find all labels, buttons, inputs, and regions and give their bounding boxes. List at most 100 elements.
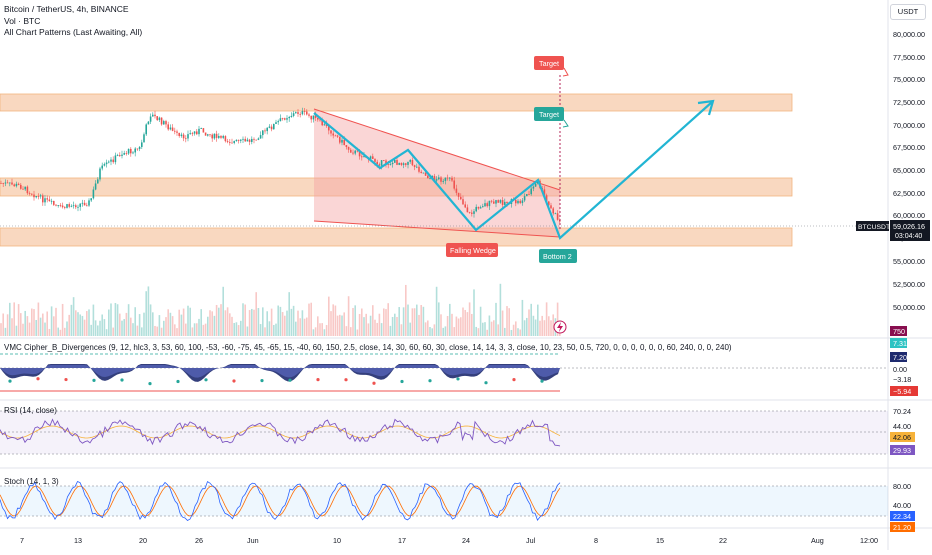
candle-body	[334, 135, 337, 137]
candle-body	[312, 115, 315, 120]
volume-bar	[119, 313, 121, 336]
time-tick: Aug	[811, 536, 824, 545]
volume-bar	[431, 328, 433, 336]
candle-body	[532, 186, 535, 189]
lightning-icon[interactable]	[553, 320, 567, 334]
vmc-signal-dot	[8, 379, 12, 383]
candle-body	[528, 194, 530, 195]
volume-bar	[176, 328, 178, 336]
volume-bar	[552, 314, 554, 336]
candle-body	[336, 135, 339, 137]
target-arrow-red	[562, 67, 569, 77]
price-axis[interactable]: 80,000.00 77,500.00 75,000.00 72,500.00 …	[893, 30, 925, 312]
vmc-signal-dot	[120, 378, 124, 382]
rsi-legend[interactable]: RSI (14, close)	[4, 406, 57, 415]
volume-bar	[416, 304, 418, 336]
currency-button[interactable]: USDT	[890, 4, 926, 20]
candle-body	[530, 188, 532, 195]
time-tick: 26	[195, 536, 203, 545]
candle-body	[374, 158, 376, 162]
volume-bar	[497, 324, 499, 336]
target-red-label-bg[interactable]	[534, 56, 564, 70]
candle-body	[215, 133, 218, 138]
volume-bar	[92, 304, 95, 336]
volume-bar	[48, 328, 51, 336]
target-teal-label-bg[interactable]	[534, 107, 564, 121]
volume-bar	[356, 329, 359, 336]
stoch-pane	[0, 481, 888, 521]
candle-body	[310, 115, 312, 120]
double-bottom-pattern-line[interactable]	[313, 101, 713, 240]
candle-body	[11, 182, 13, 185]
candle-body	[39, 195, 42, 197]
candle-body	[255, 139, 257, 141]
volume-bar	[86, 311, 88, 336]
candle-body	[108, 161, 110, 163]
volume-bar	[429, 326, 431, 336]
candle-body	[189, 133, 191, 135]
volume-bar	[482, 322, 484, 336]
wedge-lower-line	[313, 220, 561, 238]
candle-body	[332, 133, 334, 136]
volume-bar	[182, 308, 185, 336]
time-axis[interactable]: 7 13 20 26 Jun 10 17 24 Jul 8 15 22 Aug …	[20, 536, 878, 545]
volume-bar	[204, 323, 207, 336]
candle-body	[180, 134, 183, 136]
volume-bar	[519, 329, 521, 336]
candle-body	[429, 178, 431, 179]
candle-body	[259, 135, 262, 139]
price-tick: 60,000.00	[893, 211, 925, 220]
candle-body	[521, 200, 524, 204]
bottom-label-bg[interactable]	[539, 249, 577, 263]
candle-body	[275, 122, 277, 124]
volume-bar	[376, 322, 378, 336]
falling-wedge-label-bg[interactable]	[446, 243, 498, 257]
volume-bar	[442, 327, 444, 336]
volume-bar	[398, 307, 400, 336]
volume-bar	[15, 325, 18, 336]
candle-body	[81, 202, 84, 204]
volume-bar	[369, 315, 372, 336]
candle-body	[224, 136, 227, 142]
candle-body	[325, 124, 328, 127]
vmc-legend[interactable]: VMC Cipher_B_Divergences (9, 12, hlc3, 3…	[4, 343, 732, 352]
vmc-tag-3: 7.20	[893, 353, 907, 362]
time-tick: 8	[594, 536, 598, 545]
candle-body	[299, 113, 301, 115]
volume-bar	[499, 283, 502, 336]
volume-bar	[143, 312, 145, 336]
volume-bar	[17, 304, 20, 336]
volume-bar	[361, 308, 363, 336]
vmc-signal-dot	[148, 382, 152, 386]
candle-body	[174, 130, 176, 132]
candle-body	[88, 200, 90, 206]
candle-body	[218, 136, 220, 138]
volume-bar	[130, 317, 132, 336]
volume-bar	[121, 320, 123, 336]
symbol-legend[interactable]: Bitcoin / TetherUS, 4h, BINANCE	[4, 4, 129, 14]
volume-bar	[99, 320, 101, 336]
price-tick: 50,000.00	[893, 303, 925, 312]
candle-body	[112, 159, 114, 163]
volume-bar	[255, 292, 257, 336]
candle-body	[138, 146, 141, 150]
volume-legend[interactable]: Vol · BTC	[4, 16, 41, 26]
candle-body	[457, 192, 460, 197]
volume-bar	[290, 308, 293, 336]
vmc-signal-dot	[232, 379, 236, 383]
volume-bar	[20, 313, 22, 336]
volume-bar	[55, 307, 57, 336]
vmc-tag-1: 750	[893, 327, 905, 336]
volume-bar	[545, 302, 548, 336]
stoch-legend[interactable]: Stoch (14, 1, 3)	[4, 477, 59, 486]
candle-body	[121, 154, 123, 156]
candle-body	[42, 195, 44, 203]
volume-bar	[213, 315, 216, 336]
volume-bar	[301, 310, 304, 336]
volume-bar	[488, 315, 491, 336]
candle-body	[235, 139, 238, 142]
volume-bar	[127, 304, 130, 336]
pattern-legend[interactable]: All Chart Patterns (Last Awaiting, All)	[4, 27, 143, 37]
volume-bar	[479, 306, 482, 336]
